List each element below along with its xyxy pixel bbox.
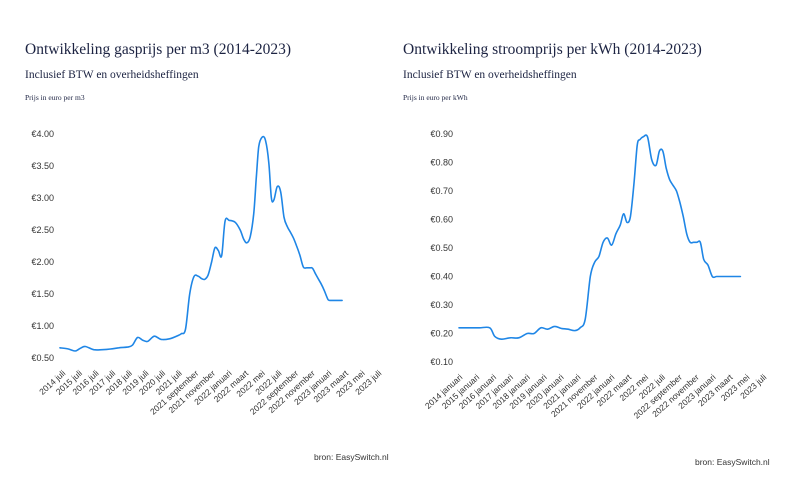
y-tick-label: €0.20 bbox=[430, 329, 453, 339]
electricity-chart-title: Ontwikkeling stroomprijs per kWh (2014-2… bbox=[403, 41, 702, 58]
gas-price-panel: Ontwikkeling gasprijs per m3 (2014-2023)… bbox=[25, 41, 389, 462]
y-tick-label: €0.90 bbox=[430, 129, 453, 139]
gas-price-chart: €0.50 €1.00 €1.50 €2.00 €2.50 €3.00 €3.50 €4.00… bbox=[31, 129, 383, 417]
y-tick-label: €0.30 bbox=[430, 300, 453, 310]
y-tick-label: €2.50 bbox=[31, 225, 54, 235]
electricity-price-chart: €0.10 €0.20 €0.30 €0.40 €0.50 €0.60 €0.70 €0.80… bbox=[423, 129, 769, 421]
price-series-line bbox=[458, 134, 742, 341]
y-tick-label: €1.00 bbox=[31, 321, 54, 331]
gas-chart-title: Ontwikkeling gasprijs per m3 (2014-2023) bbox=[25, 41, 292, 58]
y-tick-label: €0.70 bbox=[430, 186, 453, 196]
y-tick-label: €0.50 bbox=[430, 243, 453, 253]
y-tick-label: €0.10 bbox=[430, 357, 453, 367]
electricity-price-panel: Ontwikkeling stroomprijs per kWh (2014-2… bbox=[397, 0, 794, 484]
gas-chart-subtitle: Inclusief BTW en overheidsheffingen bbox=[25, 69, 199, 81]
y-tick-label: €4.00 bbox=[31, 129, 54, 139]
electricity-chart-source: bron: EasySwitch.nl bbox=[695, 457, 770, 467]
y-tick-label: €0.60 bbox=[430, 215, 453, 225]
y-tick-label: €1.50 bbox=[31, 289, 54, 299]
y-tick-label: €3.50 bbox=[31, 161, 54, 171]
gas-chart-source: bron: EasySwitch.nl bbox=[314, 452, 389, 462]
y-tick-label: €0.40 bbox=[430, 272, 453, 282]
y-tick-label: €3.00 bbox=[31, 193, 54, 203]
gas-chart-unit-label: Prijs in euro per m3 bbox=[25, 93, 85, 102]
electricity-chart-unit-label: Prijs in euro per kWh bbox=[403, 93, 468, 102]
electricity-chart-subtitle: Inclusief BTW en overheidsheffingen bbox=[403, 69, 577, 81]
y-tick-label: €0.80 bbox=[430, 158, 453, 168]
y-tick-label: €2.00 bbox=[31, 257, 54, 267]
price-series-line bbox=[59, 135, 343, 352]
y-tick-label: €0.50 bbox=[31, 353, 54, 363]
